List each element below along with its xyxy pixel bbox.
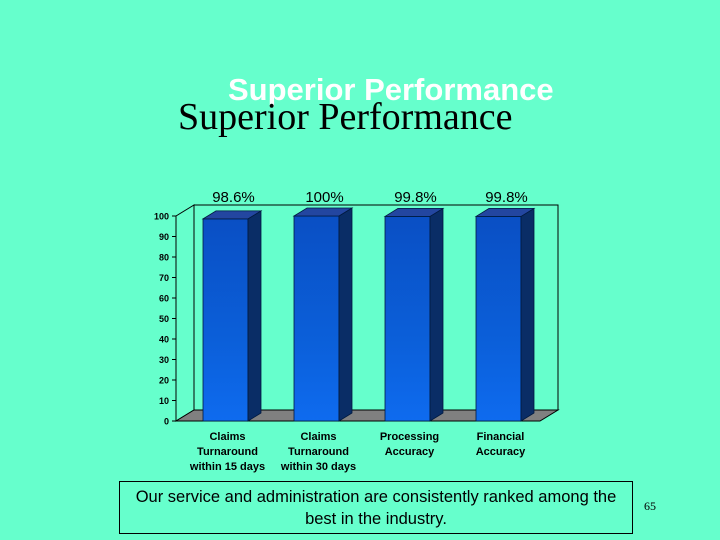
bar-side bbox=[520, 207, 535, 422]
x-tick-label: Turnaround bbox=[288, 446, 349, 458]
y-tick-label: 70 bbox=[159, 273, 169, 283]
left-wall bbox=[175, 204, 195, 422]
bar-front bbox=[384, 216, 431, 422]
bar-top bbox=[292, 207, 354, 217]
bar-side bbox=[338, 207, 353, 422]
y-tick-label: 30 bbox=[159, 355, 169, 365]
y-tick-label: 20 bbox=[159, 376, 169, 386]
y-tick-label: 90 bbox=[159, 232, 169, 242]
x-tick-label: Accuracy bbox=[476, 446, 526, 458]
bar-front bbox=[475, 216, 522, 422]
data-label: 100% bbox=[305, 189, 343, 206]
bar-side bbox=[429, 207, 444, 422]
bar-chart: 0 10 20 30 40 50 60 70 80 90 100 98.6% 100% 99.8% 99.… bbox=[154, 189, 560, 473]
bar bbox=[383, 207, 445, 422]
bar-top bbox=[474, 208, 536, 217]
bar bbox=[201, 210, 263, 422]
x-tick-label: Processing bbox=[380, 431, 439, 443]
y-tick-label: 60 bbox=[159, 294, 169, 304]
page-number: 65 bbox=[644, 499, 656, 513]
x-tick-label: Claims bbox=[209, 431, 245, 443]
x-tick-label: Financial bbox=[477, 431, 525, 443]
slide-title: Superior Performance bbox=[178, 96, 513, 138]
y-axis: 0 10 20 30 40 50 60 70 80 90 100 bbox=[154, 212, 177, 427]
x-tick-label: Accuracy bbox=[385, 446, 435, 458]
bar-front bbox=[202, 218, 249, 422]
y-tick-label: 10 bbox=[159, 396, 169, 406]
bar bbox=[292, 207, 354, 422]
data-labels: 98.6% 100% 99.8% 99.8% bbox=[212, 189, 528, 206]
y-tick-label: 80 bbox=[159, 253, 169, 263]
data-label: 98.6% bbox=[212, 189, 255, 206]
x-tick-label: within 15 days bbox=[189, 461, 265, 473]
caption-box: Our service and administration are consi… bbox=[119, 481, 633, 534]
bar-front bbox=[293, 215, 340, 422]
data-label: 99.8% bbox=[485, 189, 528, 206]
y-tick-label: 0 bbox=[164, 417, 169, 427]
data-label: 99.8% bbox=[394, 189, 437, 206]
bar bbox=[474, 207, 536, 422]
x-tick-label: Turnaround bbox=[197, 446, 258, 458]
x-tick-label: Claims bbox=[300, 431, 336, 443]
bar-side bbox=[247, 210, 262, 422]
chart-bars bbox=[201, 207, 536, 422]
slide-title-overlay: Superior Performance bbox=[228, 72, 554, 107]
x-tick-label: within 30 days bbox=[280, 461, 356, 473]
y-tick-label: 50 bbox=[159, 314, 169, 324]
y-tick-label: 40 bbox=[159, 335, 169, 345]
bar-top bbox=[383, 208, 445, 217]
x-axis-labels: Claims Turnaround within 15 days Claims Turn… bbox=[189, 431, 526, 473]
bar-top bbox=[201, 210, 263, 220]
y-tick-label: 100 bbox=[154, 212, 169, 222]
caption-text: Our service and administration are consi… bbox=[135, 487, 617, 528]
